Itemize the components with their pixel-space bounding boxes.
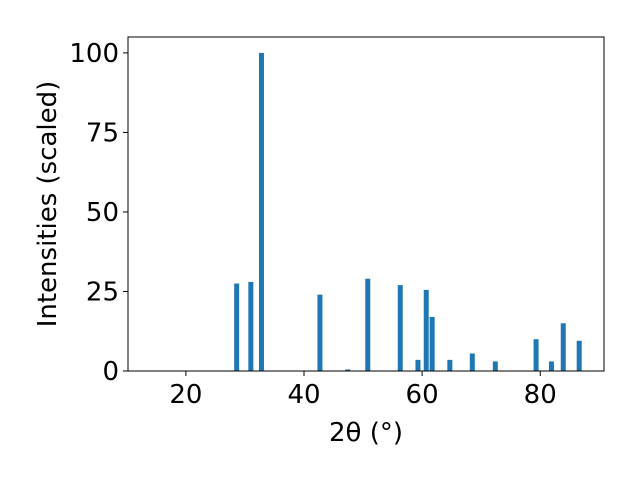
bar [560, 323, 566, 371]
bar [429, 316, 435, 371]
bar [576, 340, 582, 371]
x-tick-label: 20 [169, 380, 202, 410]
y-tick-label: 100 [69, 39, 119, 69]
bar [492, 361, 498, 371]
bar [469, 353, 475, 371]
y-axis-label: Intensities (scaled) [33, 81, 63, 328]
y-tick-label: 50 [86, 198, 119, 228]
bar [258, 52, 264, 372]
y-tick-label: 0 [102, 357, 119, 387]
bar [345, 369, 351, 371]
bar [397, 285, 403, 371]
bar [423, 289, 429, 371]
x-tick-label: 40 [287, 380, 320, 410]
x-axis-label: 2θ (°) [329, 418, 403, 448]
y-tick-label: 25 [86, 277, 119, 307]
bar [365, 278, 371, 371]
bar [317, 294, 323, 371]
y-tick-label: 75 [86, 118, 119, 148]
bar [447, 359, 453, 371]
bar [234, 283, 240, 371]
x-tick-label: 60 [406, 380, 439, 410]
bar [415, 359, 421, 371]
bar [548, 361, 554, 371]
bar [248, 281, 254, 371]
bar [533, 339, 539, 371]
x-tick-label: 80 [524, 380, 557, 410]
plot-frame [127, 36, 605, 372]
